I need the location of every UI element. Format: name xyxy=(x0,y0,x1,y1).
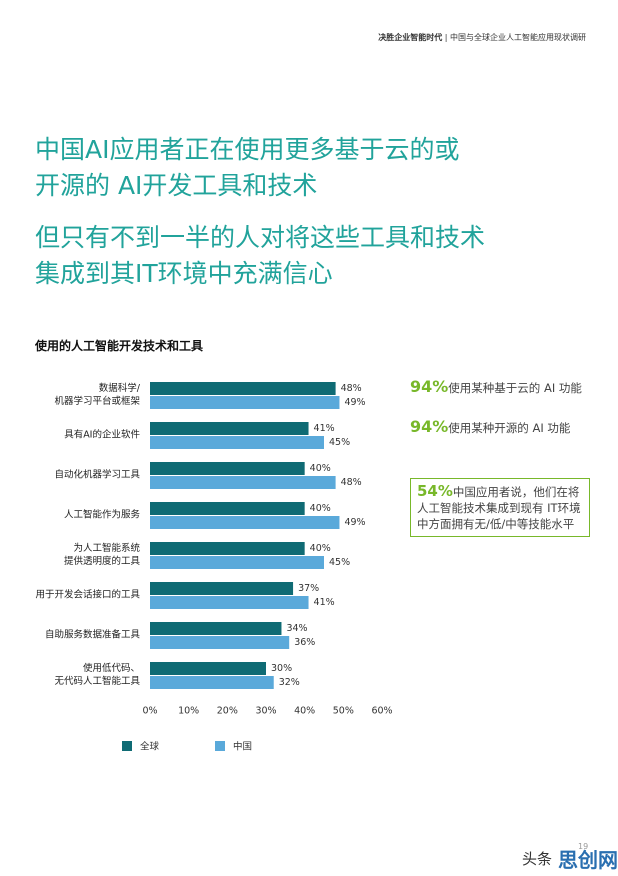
callout-value: 94% xyxy=(410,417,449,436)
callout-text: 中国应用者说，他们在将人工智能技术集成到现有 IT环境中方面拥有无/低/中等技能… xyxy=(417,485,581,531)
callout-text: 使用某种基于云的 AI 功能 xyxy=(448,381,582,395)
value-label: 40% xyxy=(310,463,331,474)
bar xyxy=(150,476,336,489)
watermark: 头条 xyxy=(522,850,553,868)
headline: 开源的 AI开发工具和技术 xyxy=(35,171,318,200)
category-label: 数据科学/ 机器学习平台或框架 xyxy=(54,383,140,407)
bar xyxy=(150,516,340,529)
bar xyxy=(150,662,266,675)
bar xyxy=(150,556,324,569)
legend-label: 全球 xyxy=(140,741,160,753)
bar xyxy=(150,596,309,609)
value-label: 32% xyxy=(279,677,300,688)
header: 决胜企业智能时代 | 中国与全球企业人工智能应用现状调研 xyxy=(378,33,586,42)
x-tick-label: 50% xyxy=(333,706,354,717)
value-label: 36% xyxy=(294,637,315,648)
bar xyxy=(150,502,305,515)
callout: 94%使用某种开源的 AI 功能 xyxy=(410,417,570,436)
callout-value: 94% xyxy=(410,377,449,396)
value-label: 41% xyxy=(314,597,335,608)
headline: 中国AI应用者正在使用更多基于云的或 xyxy=(35,135,460,164)
page-number: 19 xyxy=(578,842,589,851)
bar xyxy=(150,382,336,395)
x-tick-label: 60% xyxy=(371,706,392,717)
category-label: 为人工智能系统 提供透明度的工具 xyxy=(63,543,140,567)
legend-swatch xyxy=(215,741,225,751)
bar xyxy=(150,462,305,475)
callout-box: 54%中国应用者说，他们在将人工智能技术集成到现有 IT环境中方面拥有无/低/中… xyxy=(410,478,590,537)
category-label: 自助服务数据准备工具 xyxy=(44,629,140,641)
x-tick-label: 20% xyxy=(217,706,238,717)
bar xyxy=(150,436,324,449)
legend-swatch xyxy=(122,741,132,751)
value-label: 37% xyxy=(298,583,319,594)
x-tick-label: 10% xyxy=(178,706,199,717)
value-label: 48% xyxy=(341,477,362,488)
value-label: 30% xyxy=(271,663,292,674)
value-label: 40% xyxy=(310,543,331,554)
x-tick-label: 0% xyxy=(142,706,157,717)
category-label: 自动化机器学习工具 xyxy=(54,469,140,481)
callout: 94%使用某种基于云的 AI 功能 xyxy=(410,377,582,396)
legend-label: 中国 xyxy=(233,741,252,753)
value-label: 49% xyxy=(344,517,365,528)
header-subtitle: 中国与全球企业人工智能应用现状调研 xyxy=(450,33,586,42)
headline-sub: 但只有不到一半的人对将这些工具和技术 xyxy=(35,223,486,252)
category-label: 具有AI的企业软件 xyxy=(64,429,140,441)
category-label: 人工智能作为服务 xyxy=(63,509,140,521)
bar xyxy=(150,422,309,435)
chart-title: 使用的人工智能开发技术和工具 xyxy=(35,339,204,353)
bar xyxy=(150,396,340,409)
bar xyxy=(150,636,290,649)
watermark-site: 思创网 xyxy=(558,848,618,872)
value-label: 34% xyxy=(286,623,307,634)
callout-text: 使用某种开源的 AI 功能 xyxy=(448,421,571,435)
value-label: 48% xyxy=(341,383,362,394)
value-label: 49% xyxy=(344,397,365,408)
bar xyxy=(150,542,305,555)
value-label: 41% xyxy=(314,423,335,434)
category-label: 使用低代码、 无代码人工智能工具 xyxy=(54,663,140,687)
bar xyxy=(150,676,274,689)
value-label: 40% xyxy=(310,503,331,514)
value-label: 45% xyxy=(329,557,350,568)
bar xyxy=(150,622,282,635)
bar xyxy=(150,582,294,595)
callout-value: 54% xyxy=(417,482,453,500)
value-label: 45% xyxy=(329,437,350,448)
x-tick-label: 40% xyxy=(294,706,315,717)
x-tick-label: 30% xyxy=(255,706,276,717)
headline-sub: 集成到其IT环境中充满信心 xyxy=(35,259,333,288)
category-label: 用于开发会话接口的工具 xyxy=(35,589,140,601)
header-title: 决胜企业智能时代 xyxy=(378,33,443,42)
